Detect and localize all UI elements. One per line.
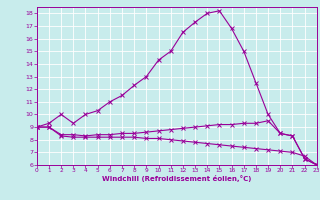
X-axis label: Windchill (Refroidissement éolien,°C): Windchill (Refroidissement éolien,°C) [102, 175, 252, 182]
